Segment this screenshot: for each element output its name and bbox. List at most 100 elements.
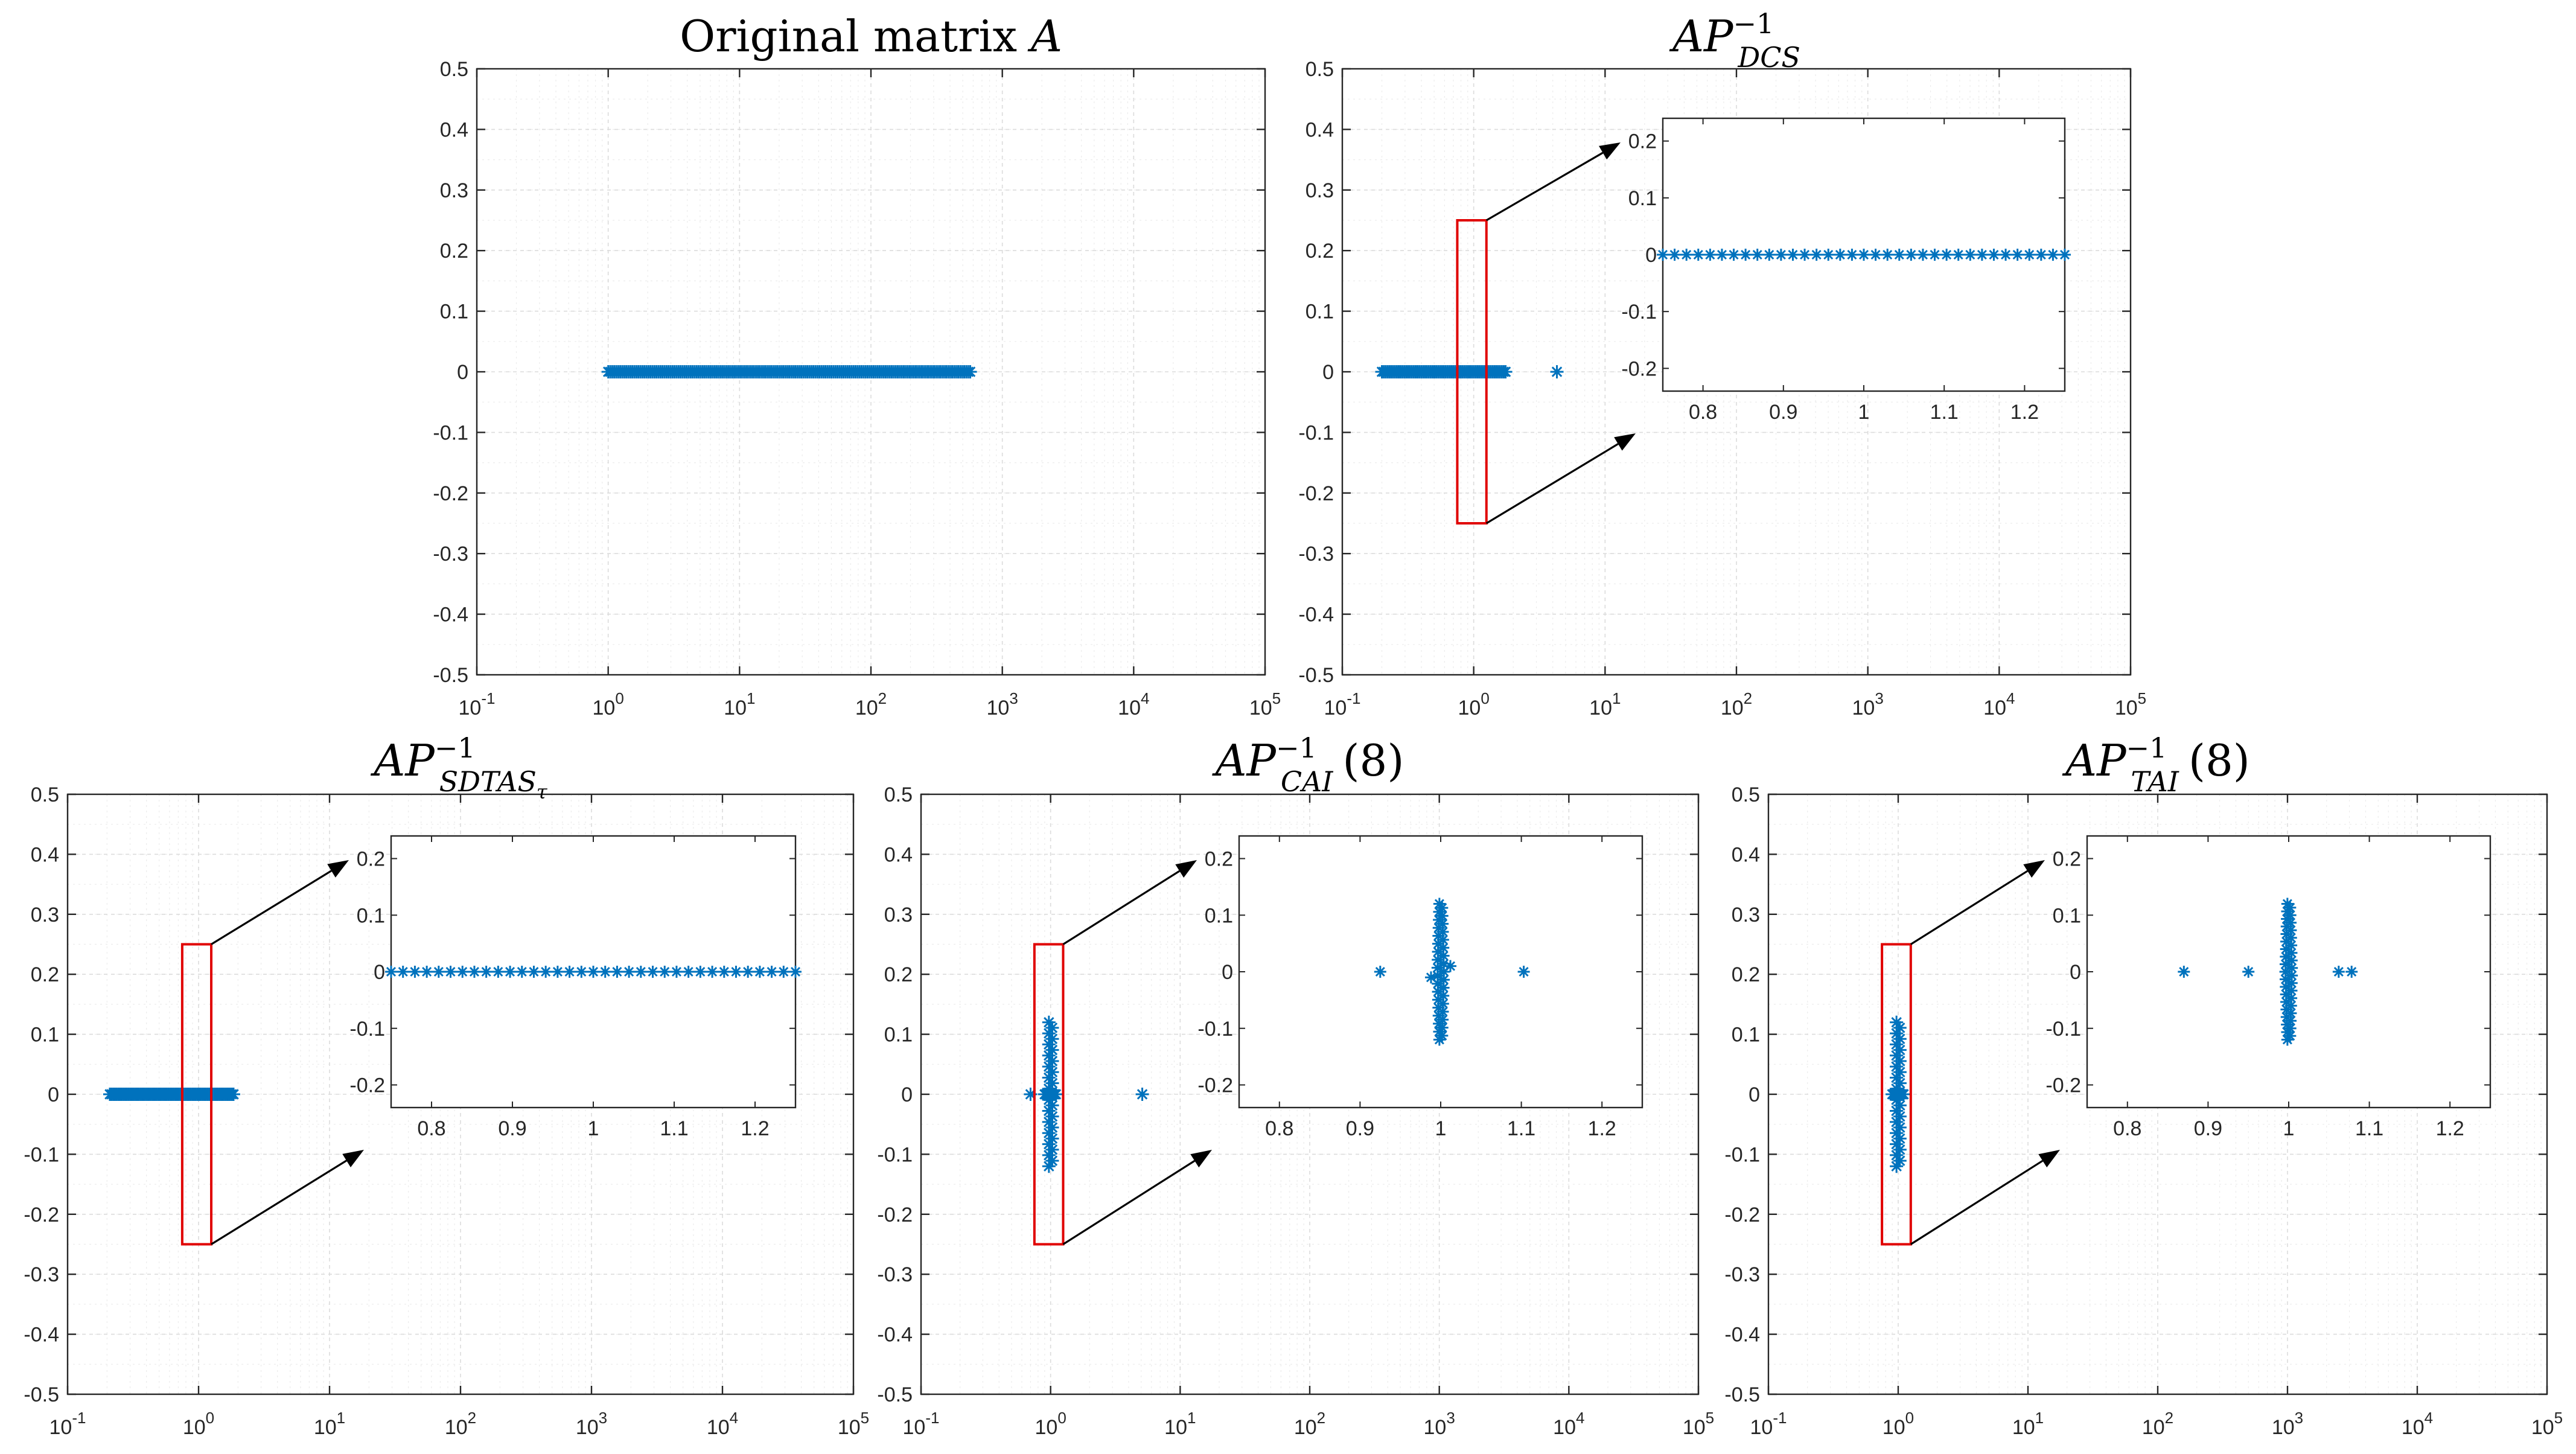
zoom-arrow-line: [211, 1159, 347, 1245]
inset-data-point: [1799, 249, 1811, 261]
chart-title-subsubscript: τ: [537, 780, 548, 803]
inset-data-point: [2285, 939, 2298, 952]
y-tick-label: -0.1: [1724, 1143, 1760, 1166]
chart-title-superscript: −1: [435, 732, 476, 764]
inset-data-point: [694, 966, 707, 978]
y-tick-label: 0.1: [1732, 1024, 1760, 1047]
inset-data-point: [1810, 249, 1823, 261]
inset-data-point: [2000, 249, 2012, 261]
chart-title-superscript: −1: [1733, 7, 1774, 40]
data-point: [1045, 1143, 1059, 1156]
zoom-arrow-line: [1485, 443, 1619, 525]
inset-data-point: [718, 966, 730, 978]
y-tick-label: -0.2: [1724, 1204, 1760, 1226]
x-tick-label: 10-1: [1324, 689, 1361, 719]
zoom-region-box: [1033, 943, 1065, 1246]
y-tick-label: 0.4: [1306, 118, 1334, 141]
data-point: [1045, 1043, 1059, 1057]
inset-data-point: [2285, 946, 2298, 959]
inset-data-point: [1846, 249, 1858, 261]
inset-TAI: 0.8 0.9 1 1.1 1.2 -0.2 -0.1 0 0.1 0.2: [2045, 835, 2492, 1140]
x-tick-label: 100: [183, 1409, 214, 1439]
x-tick-label: 103: [2272, 1409, 2303, 1439]
x-tick-label: 103: [576, 1409, 607, 1439]
inset-data-point: [1680, 249, 1693, 261]
inset-data-point: [1822, 249, 1835, 261]
inset-data-point: [2178, 966, 2190, 978]
data-point: [1042, 1027, 1056, 1041]
zoom-arrow-line: [1910, 870, 2029, 945]
inset-y-tick-label: -0.1: [2045, 1018, 2081, 1041]
inset-data-point: [1432, 937, 1444, 950]
inset-SDTAS: 0.8 0.9 1 1.1 1.2 -0.2 -0.1 0 0.1 0.2: [349, 835, 802, 1140]
y-tick-label: 0.2: [1732, 963, 1760, 986]
chart-title: Original matrix A: [680, 11, 1062, 62]
inset-x-tick-label: 0.9: [1769, 401, 1797, 424]
y-tick-label: 0.2: [1306, 240, 1334, 263]
inset-data-point: [2280, 958, 2292, 971]
inset-y-tick-label: 0.2: [357, 848, 385, 871]
y-tick-label: 0.3: [1306, 179, 1334, 202]
zoom-region-box: [180, 943, 213, 1246]
inset-data-point: [385, 966, 397, 978]
inset-data-point: [2345, 966, 2358, 978]
inset-data-point: [1916, 249, 1929, 261]
inset-y-tick-label: 0.1: [1205, 904, 1233, 927]
inset-y-tick-label: 0: [1645, 244, 1657, 267]
data-point: [1045, 1132, 1059, 1146]
data-point: [1042, 1060, 1056, 1074]
y-tick-label: -0.4: [877, 1324, 913, 1347]
zoom-arrow-head: [2023, 860, 2045, 878]
inset-data-point: [2011, 249, 2024, 261]
x-tick-label: 101: [2012, 1409, 2044, 1439]
inset-data-point: [1436, 934, 1449, 946]
inset-y-tick-label: -0.1: [1197, 1018, 1233, 1041]
chart-title-variable: A: [1027, 11, 1062, 62]
inset-y-tick-label: 0.1: [1628, 187, 1657, 210]
x-tick-label: 100: [1458, 689, 1490, 719]
data-series: [1024, 1015, 1149, 1173]
data-point: [1135, 1088, 1149, 1101]
y-tick-label: 0.4: [31, 843, 59, 866]
inset-data-point: [1424, 971, 1437, 984]
inset-DCS: 0.8 0.9 1 1.1 1.2 -0.2 -0.1 0 0.1 0.2: [1621, 117, 2071, 424]
chart-title: AP−1 SDTASτ: [370, 732, 548, 803]
zoom-arrow-head: [1190, 1150, 1212, 1168]
inset-data-point: [1668, 249, 1681, 261]
data-point: [1045, 1021, 1059, 1035]
inset-y-tick-label: 0.1: [357, 904, 385, 927]
y-tick-label: -0.5: [877, 1383, 913, 1406]
data-point: [1890, 1126, 1904, 1140]
inset-data-point: [1436, 902, 1449, 914]
chart-title-subscript: DCS: [1737, 41, 1800, 74]
y-tick-label: 0.3: [1732, 904, 1760, 926]
y-tick-label: 0.2: [884, 963, 913, 986]
inset-data-point: [742, 966, 754, 978]
inset-CAI: 0.8 0.9 1 1.1 1.2 -0.2 -0.1 0 0.1 0.2: [1197, 835, 1643, 1140]
inset-data-point: [1444, 960, 1457, 972]
y-tick-label: -0.4: [433, 604, 468, 627]
y-tick-label: 0.4: [884, 843, 913, 866]
y-tick-label: 0.1: [440, 301, 468, 324]
y-tick-label: 0.3: [440, 179, 468, 202]
inset-data-point: [2023, 249, 2036, 261]
data-point: [1893, 1043, 1907, 1057]
x-tick-label: 104: [2402, 1409, 2433, 1439]
y-tick-label: 0.3: [884, 904, 913, 926]
x-tick-label: 103: [1852, 689, 1884, 719]
x-tick-label: 100: [1883, 1409, 1914, 1439]
inset-data-point: [587, 966, 599, 978]
inset-data-point: [1928, 249, 1941, 261]
chart-title-text: Original matrix: [680, 11, 1031, 62]
inset-data-point: [1433, 1033, 1446, 1046]
inset-data-point: [1715, 249, 1728, 261]
inset-data-point: [2285, 992, 2298, 1004]
y-tick-label: -0.1: [877, 1143, 913, 1166]
inset-data-point: [444, 966, 457, 978]
inset-data-point: [1692, 249, 1704, 261]
y-tick-label: 0.2: [31, 963, 59, 986]
x-tick-label: 10-1: [903, 1409, 940, 1439]
inset-data-point: [468, 966, 480, 978]
chart-title-variable: AP: [2062, 735, 2127, 786]
